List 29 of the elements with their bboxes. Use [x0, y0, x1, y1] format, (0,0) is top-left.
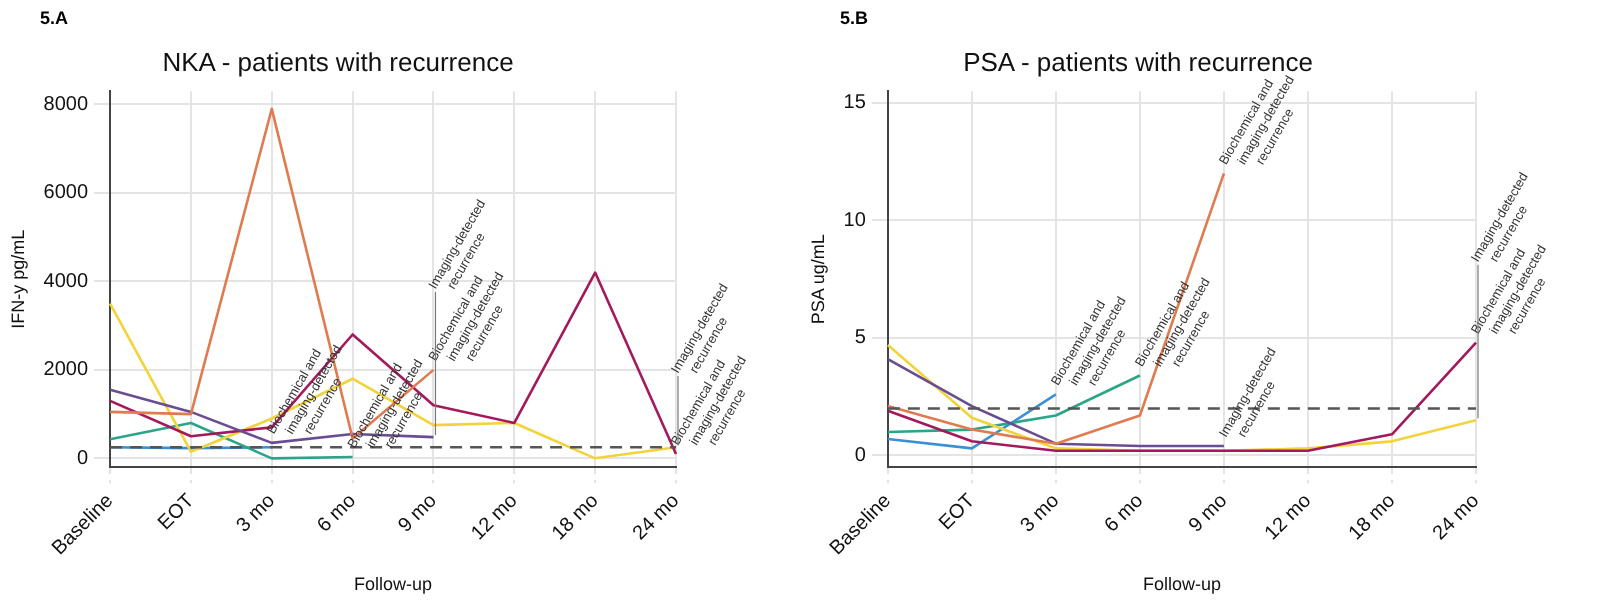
y-tick-label: 15 — [843, 92, 867, 115]
text: 5.B — [840, 8, 869, 28]
x-tick-label: 6 mo — [313, 489, 362, 538]
chart-title: PSA - patients with recurrence — [963, 46, 1313, 77]
x-tick-label: 18 mo — [1345, 489, 1401, 546]
chart-title: NKA - patients with recurrence — [162, 46, 514, 77]
x-tick-label: 3 mo — [232, 489, 281, 538]
y-axis-title: PSA ug/mL — [807, 234, 828, 325]
x-tick-label: 6 mo — [1101, 489, 1149, 538]
x-tick-label: 12 mo — [467, 489, 524, 546]
x-tick-label: 3 mo — [1017, 489, 1065, 538]
y-tick-label: 5 — [854, 327, 867, 350]
x-tick-label: 9 mo — [1185, 489, 1233, 538]
x-tick-label: 9 mo — [394, 489, 443, 538]
y-tick-label: 6000 — [43, 182, 89, 205]
y-tick-label: 2000 — [43, 359, 89, 382]
y-tick-label: 10 — [843, 209, 867, 232]
x-axis-title: Follow-up — [354, 574, 433, 595]
x-tick-label: 12 mo — [1261, 489, 1317, 546]
x-tick-label: 18 mo — [548, 489, 604, 546]
x-axis-title: Follow-up — [1142, 574, 1221, 595]
y-tick-label: 0 — [76, 447, 89, 470]
y-tick-label: 4000 — [43, 270, 89, 293]
text: 5.A — [40, 8, 69, 28]
y-tick-label: 0 — [854, 444, 867, 467]
x-tick-label: 24 mo — [629, 489, 685, 546]
x-tick-label: 24 mo — [1429, 489, 1485, 546]
y-axis-title: IFN-y pg/mL — [7, 229, 28, 329]
y-tick-label: 8000 — [43, 93, 89, 116]
